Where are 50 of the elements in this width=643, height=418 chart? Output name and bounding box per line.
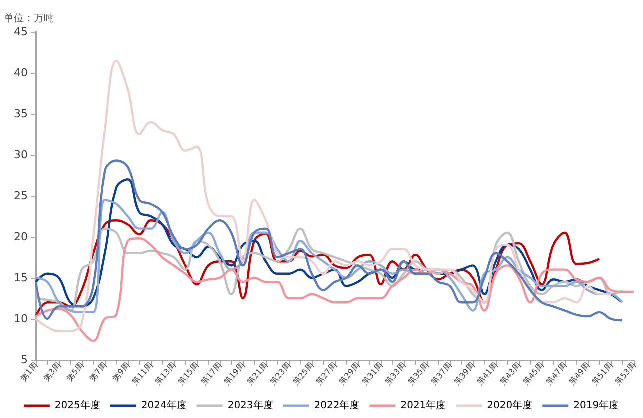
legend-label: 2020年度: [487, 400, 533, 412]
line-series: [34, 60, 612, 332]
y-tick-label: 15: [14, 272, 28, 284]
y-tick-label: 45: [14, 26, 28, 38]
x-tick-label: 第39周: [452, 361, 476, 387]
y-axis-title: 单位：万吨: [4, 12, 54, 24]
legend-label: 2023年度: [228, 400, 274, 412]
x-tick-label: 第9周: [110, 361, 132, 384]
line-series: [34, 238, 636, 342]
x-tick-label: 第17周: [200, 361, 224, 387]
y-tick-label: 10: [14, 312, 28, 326]
x-tick-label: 第3周: [42, 361, 62, 384]
x-tick-label: 第21周: [246, 361, 270, 387]
line-series: [34, 228, 624, 312]
line-series: [34, 178, 624, 308]
x-tick-label: 第53周: [614, 361, 638, 387]
legend-label: 2025年度: [54, 400, 100, 412]
x-tick-label: 第31周: [360, 361, 384, 387]
x-tick-label: 第25周: [292, 361, 316, 387]
x-tick-label: 第23周: [268, 361, 292, 387]
legend-label: 2022年度: [314, 400, 360, 412]
x-tick-label: 第29周: [338, 361, 362, 387]
x-tick-label: 第45周: [522, 361, 546, 387]
line-series: [34, 160, 624, 322]
line-series: [34, 220, 601, 318]
y-tick-label: 25: [14, 190, 28, 202]
y-tick-label: 20: [14, 230, 28, 244]
x-tick-label: 第27周: [314, 361, 338, 387]
legend-label: 2024年度: [141, 400, 187, 412]
x-tick-label: 第41周: [476, 361, 500, 387]
x-tick-label: 第11周: [130, 361, 154, 387]
x-tick-label: 第37周: [430, 361, 454, 387]
x-tick-label: 第13周: [154, 361, 178, 387]
x-tick-label: 第43周: [498, 361, 522, 387]
x-tick-label: 第47周: [544, 361, 568, 387]
y-tick-label: 40: [14, 66, 28, 80]
x-tick-label: 第5周: [64, 361, 86, 384]
x-tick-label: 第33周: [384, 361, 408, 387]
legend-label: 2021年度: [400, 400, 446, 412]
line-series: [34, 199, 624, 314]
x-tick-label: 第49周: [568, 361, 592, 387]
y-tick-label: 5: [21, 354, 28, 366]
x-tick-label: 第51周: [590, 361, 614, 387]
legend-label: 2019年度: [574, 400, 620, 412]
x-tick-label: 第19周: [222, 361, 246, 387]
x-tick-label: 第15周: [176, 361, 200, 387]
y-tick-label: 35: [14, 108, 28, 120]
x-tick-label: 第7周: [88, 361, 108, 384]
x-tick-label: 第35周: [406, 361, 430, 387]
y-tick-label: 30: [14, 148, 28, 162]
